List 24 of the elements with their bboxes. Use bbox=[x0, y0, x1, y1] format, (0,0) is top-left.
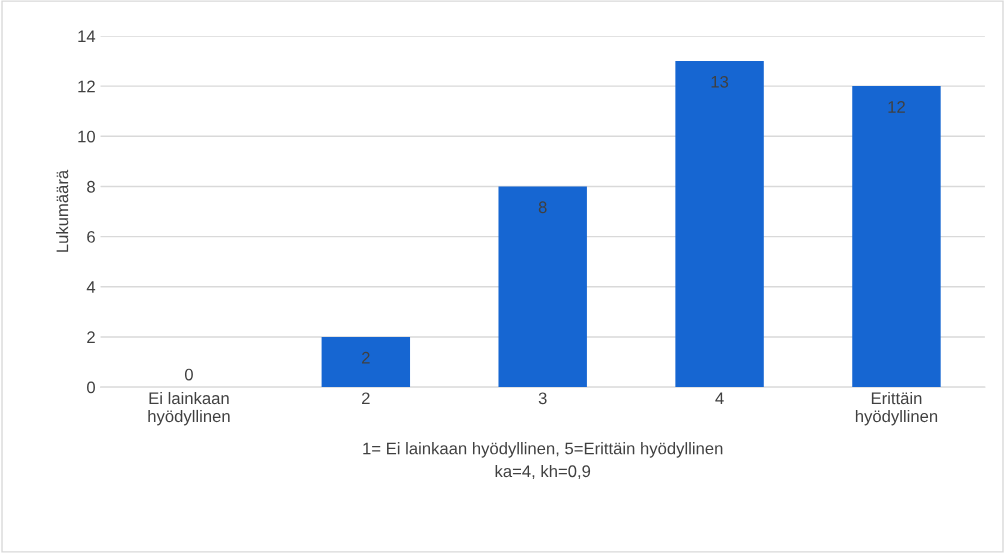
y-tick-label: 0 bbox=[87, 381, 95, 394]
x-tick-label: 4 bbox=[715, 392, 724, 405]
data-label: 13 bbox=[711, 75, 729, 88]
x-tick-label: Erittäin hyödyllinen bbox=[855, 391, 938, 426]
y-tick-label: 12 bbox=[78, 80, 95, 93]
data-label: 8 bbox=[538, 201, 547, 214]
bar bbox=[321, 336, 411, 388]
x-axis-title: 1= Ei lainkaan hyödyllinen, 5=Erittäin hyödyllinen ka=4, kh=0,9 bbox=[363, 442, 723, 480]
x-tick-label: 2 bbox=[362, 392, 370, 405]
data-label: 2 bbox=[362, 351, 370, 364]
x-tick-label: Ei lainkaan hyödyllinen bbox=[148, 391, 230, 426]
y-tick-label: 8 bbox=[87, 180, 95, 193]
y-tick-label: 2 bbox=[87, 331, 95, 343]
y-tick-label: 4 bbox=[86, 281, 96, 293]
x-tick-label: 3 bbox=[538, 392, 547, 405]
data-label: 0 bbox=[184, 368, 193, 381]
y-axis-title: Lukumäärä bbox=[56, 169, 69, 252]
bar bbox=[852, 86, 941, 388]
data-label: 12 bbox=[888, 101, 905, 113]
y-tick-label: 14 bbox=[78, 30, 96, 42]
y-tick-label: 6 bbox=[87, 231, 95, 243]
bar bbox=[675, 61, 764, 388]
y-tick-label: 10 bbox=[78, 130, 95, 143]
bar bbox=[498, 186, 587, 388]
